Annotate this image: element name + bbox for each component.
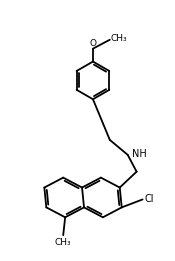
Text: NH: NH — [132, 149, 146, 159]
Text: O: O — [89, 39, 96, 48]
Text: CH₃: CH₃ — [55, 238, 72, 247]
Text: Cl: Cl — [145, 194, 154, 204]
Text: CH₃: CH₃ — [111, 34, 127, 43]
